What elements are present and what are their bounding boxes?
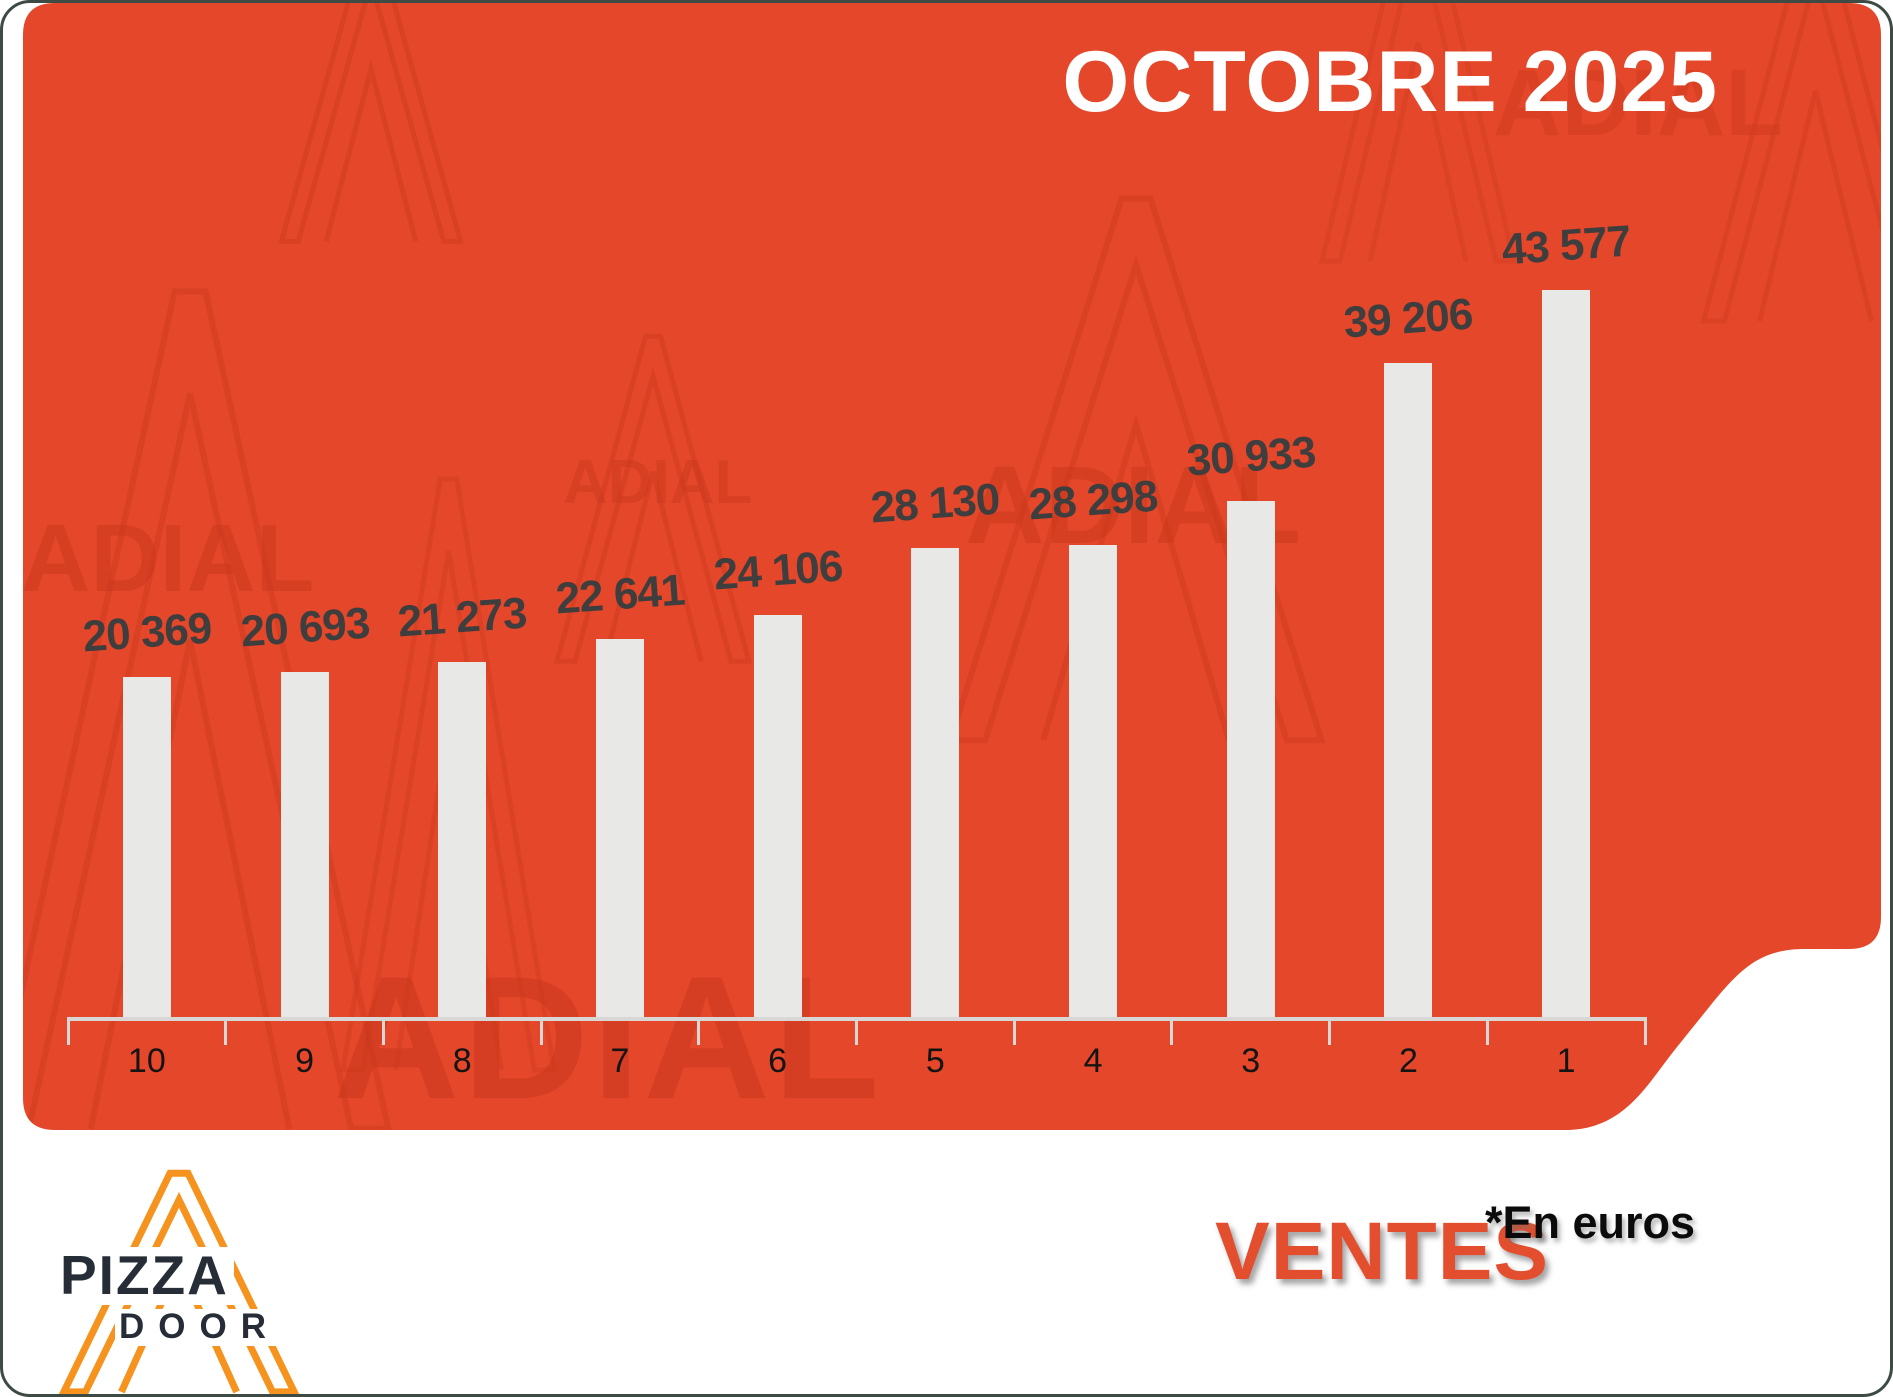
x-axis-tick-label: 6 (768, 1042, 788, 1080)
bar-value-label: 21 273 (396, 588, 529, 647)
watermark-text: ADIAL (21, 505, 314, 612)
bar-value-label: 43 577 (1500, 216, 1632, 275)
x-axis-tick-label: 5 (925, 1042, 945, 1080)
x-axis-tick-label: 4 (1083, 1042, 1103, 1080)
axis-tick (381, 1017, 385, 1045)
page-title: OCTOBRE 2025 (1062, 34, 1718, 130)
axis-tick (539, 1017, 543, 1045)
unit-note: *En euros (1485, 1197, 1696, 1248)
axis-tick (1012, 1017, 1016, 1045)
x-axis-tick-label: 2 (1398, 1042, 1418, 1080)
axis-tick (697, 1017, 701, 1045)
bar-value-label: 20 693 (238, 598, 371, 657)
axis-tick (224, 1017, 228, 1045)
bar-value-label: 39 206 (1342, 289, 1475, 348)
bar-value-label: 20 369 (80, 603, 213, 662)
x-axis-tick-label: 9 (295, 1042, 315, 1080)
x-axis-tick-label: 7 (610, 1042, 630, 1080)
bar (595, 639, 644, 1017)
bar (1069, 545, 1118, 1017)
axis-tick (1328, 1017, 1332, 1045)
x-axis-tick-label: 1 (1556, 1042, 1576, 1080)
x-axis-tick-label: 3 (1241, 1042, 1261, 1080)
bar (753, 615, 802, 1017)
watermark-text: ADIAL (563, 448, 752, 517)
logo-brand-door: DOOR (115, 1308, 284, 1346)
bar (911, 548, 960, 1017)
bar-value-label: 30 933 (1184, 427, 1317, 486)
x-axis-tick-label: 8 (452, 1042, 472, 1080)
bar-value-label: 28 298 (1027, 471, 1159, 530)
bar (1542, 290, 1591, 1017)
axis-tick (1643, 1017, 1647, 1045)
logo-brand-pizza: PIZZA (55, 1246, 234, 1305)
axis-tick (66, 1017, 70, 1045)
bar (1226, 501, 1275, 1017)
axis-tick (855, 1017, 858, 1045)
axis-tick (1485, 1017, 1489, 1045)
bar-value-label: 28 130 (869, 474, 1002, 533)
bar (122, 677, 171, 1017)
bar-value-label: 22 641 (554, 565, 686, 624)
axis-tick (1170, 1017, 1174, 1045)
bar (1384, 363, 1433, 1017)
watermark-text: ADIAL (1493, 50, 1783, 156)
bar-value-label: 24 106 (711, 541, 844, 600)
bar (438, 662, 487, 1017)
bar (280, 672, 329, 1017)
ventes-label: VENTES (1215, 1206, 1550, 1297)
x-axis-tick-label: 10 (127, 1042, 166, 1080)
